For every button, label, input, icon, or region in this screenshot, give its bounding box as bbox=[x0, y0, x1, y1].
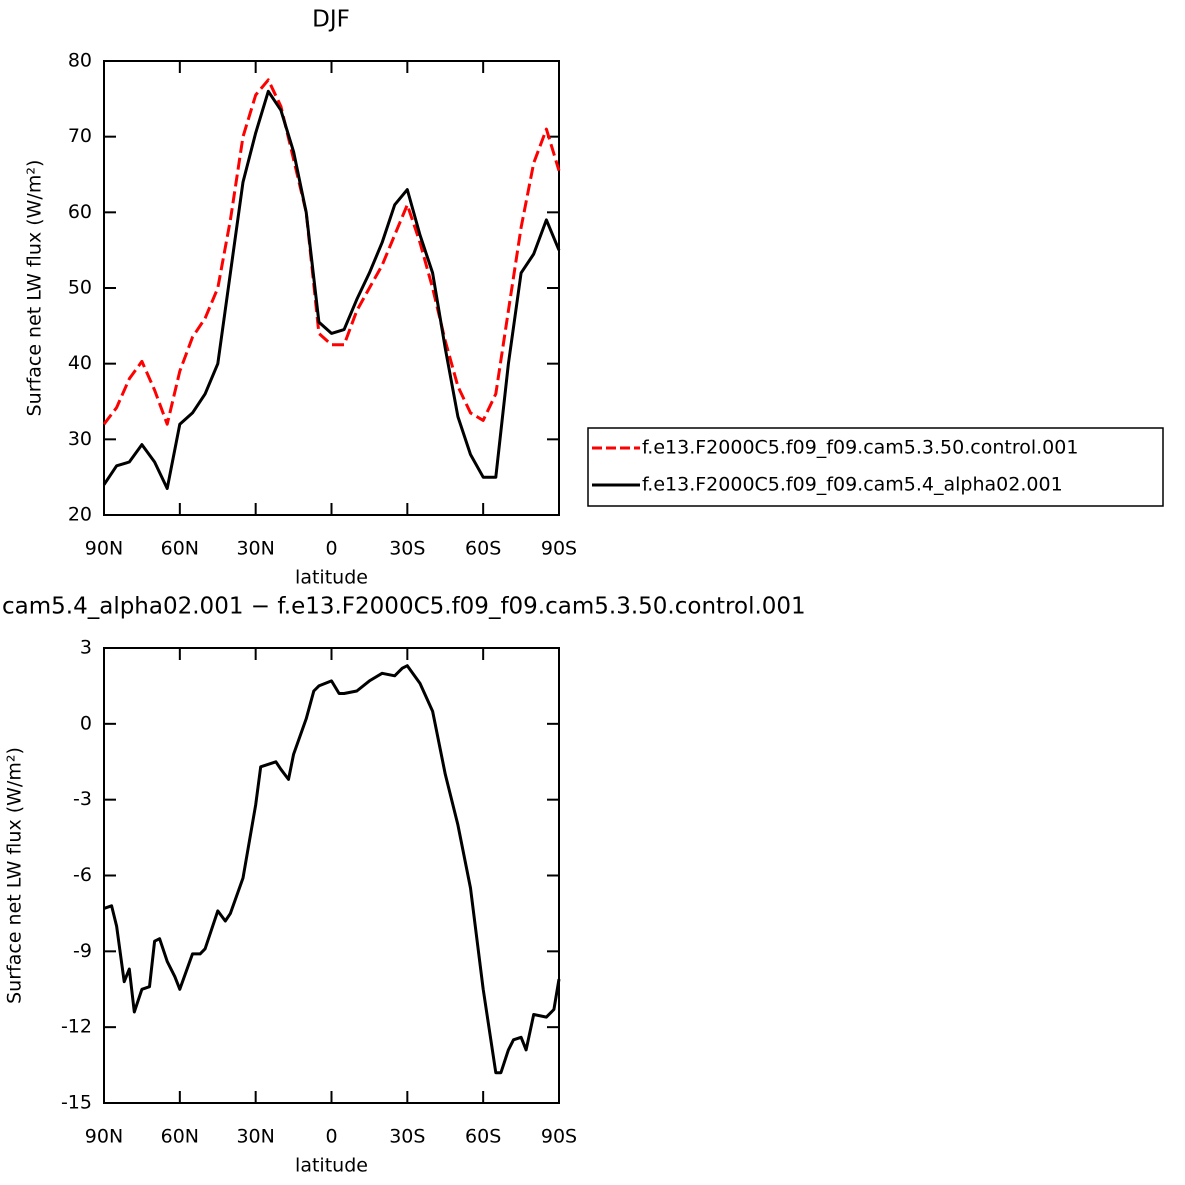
x-tick-label: 30S bbox=[389, 1126, 425, 1148]
y-tick-label: -3 bbox=[73, 788, 92, 810]
series-line bbox=[102, 78, 561, 426]
y-tick-label: 40 bbox=[68, 352, 92, 374]
x-tick-label: 60N bbox=[161, 1126, 199, 1148]
y-tick-label: 50 bbox=[68, 277, 92, 299]
y-tick-label: -15 bbox=[61, 1092, 92, 1114]
x-tick-label: 90S bbox=[541, 538, 577, 560]
y-axis-label: Surface net LW flux (W/m²) bbox=[24, 160, 46, 417]
y-tick-label: -12 bbox=[61, 1016, 92, 1038]
x-tick-label: 60S bbox=[465, 1126, 501, 1148]
x-tick-label: 90N bbox=[85, 538, 123, 560]
y-tick-label: 0 bbox=[80, 712, 92, 734]
legend-box bbox=[587, 427, 1164, 507]
x-tick-label: 30S bbox=[389, 538, 425, 560]
plot-frame bbox=[103, 60, 560, 516]
x-tick-label: 30N bbox=[236, 1126, 274, 1148]
y-tick-label: 70 bbox=[68, 125, 92, 147]
y-tick-label: -9 bbox=[73, 940, 92, 962]
y-tick-label: 3 bbox=[80, 637, 92, 659]
x-tick-label: 90S bbox=[541, 1126, 577, 1148]
x-tick-label: 60S bbox=[465, 538, 501, 560]
y-axis-label: Surface net LW flux (W/m²) bbox=[4, 747, 26, 1004]
y-tick-label: 80 bbox=[68, 50, 92, 72]
series-line bbox=[103, 664, 561, 1075]
legend-label: f.e13.F2000C5.f09_f09.cam5.4_alpha02.001 bbox=[642, 474, 1063, 496]
x-axis-label: latitude bbox=[295, 1155, 368, 1177]
chart-title: DJF bbox=[312, 7, 350, 33]
chart-title: cam5.4_alpha02.001 − f.e13.F2000C5.f09_f… bbox=[2, 594, 806, 620]
x-tick-label: 30N bbox=[236, 538, 274, 560]
x-tick-label: 0 bbox=[325, 538, 337, 560]
x-tick-label: 90N bbox=[85, 1126, 123, 1148]
x-axis-label: latitude bbox=[295, 567, 368, 589]
y-tick-label: 60 bbox=[68, 201, 92, 223]
y-tick-label: 30 bbox=[68, 428, 92, 450]
x-tick-label: 60N bbox=[161, 538, 199, 560]
legend-label: f.e13.F2000C5.f09_f09.cam5.3.50.control.… bbox=[642, 437, 1078, 459]
y-tick-label: 20 bbox=[68, 504, 92, 526]
x-tick-label: 0 bbox=[325, 1126, 337, 1148]
series-line bbox=[102, 89, 561, 490]
y-tick-label: -6 bbox=[73, 864, 92, 886]
